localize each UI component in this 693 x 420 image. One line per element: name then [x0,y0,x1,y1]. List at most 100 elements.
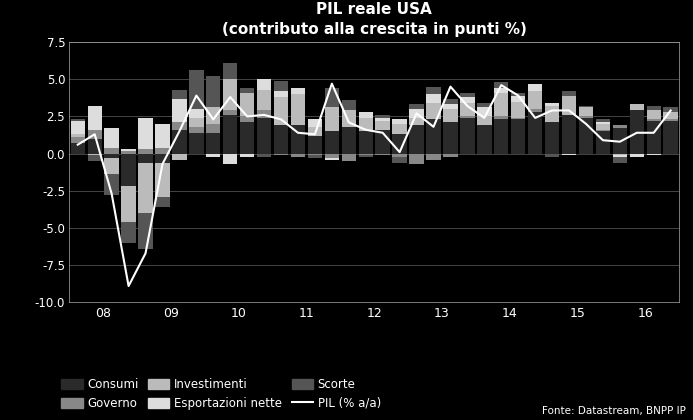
Bar [240,116,254,122]
Bar [511,92,525,96]
Bar [206,76,220,108]
Bar [71,137,85,143]
Bar [444,105,457,109]
Bar [274,91,288,97]
Bar [460,116,475,118]
Bar [173,130,186,154]
Bar [444,122,457,154]
Bar [274,125,288,154]
Bar [358,118,373,131]
Bar [342,110,356,127]
Bar [647,106,661,110]
Bar [105,174,119,195]
Bar [121,154,136,186]
Bar [477,125,491,154]
Bar [87,106,102,130]
Bar [324,158,339,160]
Bar [257,79,272,89]
Bar [460,97,475,103]
Bar [392,157,407,163]
Bar [308,127,322,136]
Bar [189,127,204,133]
Bar [173,89,186,99]
Bar [308,154,322,155]
Bar [308,136,322,154]
Bar [663,121,678,154]
Bar [579,116,593,118]
Bar [392,134,407,154]
Bar [274,154,288,155]
Bar [342,154,356,161]
Bar [257,89,272,110]
Bar [155,124,170,148]
Bar [240,88,254,92]
Bar [274,81,288,91]
Bar [647,121,661,154]
Bar [647,154,661,155]
Legend: Consumi, Governo, Investimenti, Esportazioni nette, Scorte, PIL (% a/a): Consumi, Governo, Investimenti, Esportaz… [62,378,380,410]
Bar [613,155,627,157]
Bar [240,154,254,157]
Bar [105,158,119,174]
Bar [121,149,136,151]
Bar [189,70,204,109]
Bar [494,92,509,116]
Bar [87,155,102,161]
Bar [71,134,85,137]
Bar [189,109,204,118]
Title: PIL reale USA
(contributo alla crescita in punti %): PIL reale USA (contributo alla crescita … [222,2,527,37]
Bar [121,151,136,154]
Bar [528,84,543,91]
Bar [139,154,152,163]
Bar [629,154,644,157]
Bar [189,133,204,154]
Bar [511,96,525,102]
Bar [105,128,119,148]
Bar [223,154,238,164]
Bar [392,154,407,157]
Bar [376,154,390,155]
Bar [528,109,543,112]
Bar [494,116,509,119]
Bar [291,88,305,94]
Bar [460,103,475,116]
Bar [596,131,610,154]
Bar [562,115,577,154]
Bar [392,124,407,134]
Bar [376,118,390,121]
Bar [613,154,627,155]
Bar [477,116,491,125]
Bar [173,154,186,160]
Bar [358,112,373,118]
Bar [596,122,610,124]
Bar [223,79,238,110]
Bar [206,133,220,154]
Bar [494,119,509,154]
Bar [358,131,373,154]
Bar [444,154,457,157]
Bar [376,115,390,118]
Bar [173,99,186,122]
Bar [206,108,220,124]
Bar [596,130,610,131]
Bar [663,108,678,112]
Text: Fonte: Datastream, BNPP IP: Fonte: Datastream, BNPP IP [542,406,686,416]
Bar [206,154,220,157]
Bar [410,109,424,118]
Bar [579,118,593,154]
Bar [579,108,593,116]
Bar [663,112,678,119]
Bar [240,92,254,116]
Bar [291,154,305,157]
Bar [596,124,610,130]
Bar [105,154,119,158]
Bar [613,128,627,154]
Bar [324,88,339,108]
Bar [494,88,509,92]
Bar [477,103,491,108]
Bar [410,154,424,164]
Bar [410,125,424,154]
Bar [291,125,305,154]
Bar [511,118,525,119]
Bar [460,92,475,97]
